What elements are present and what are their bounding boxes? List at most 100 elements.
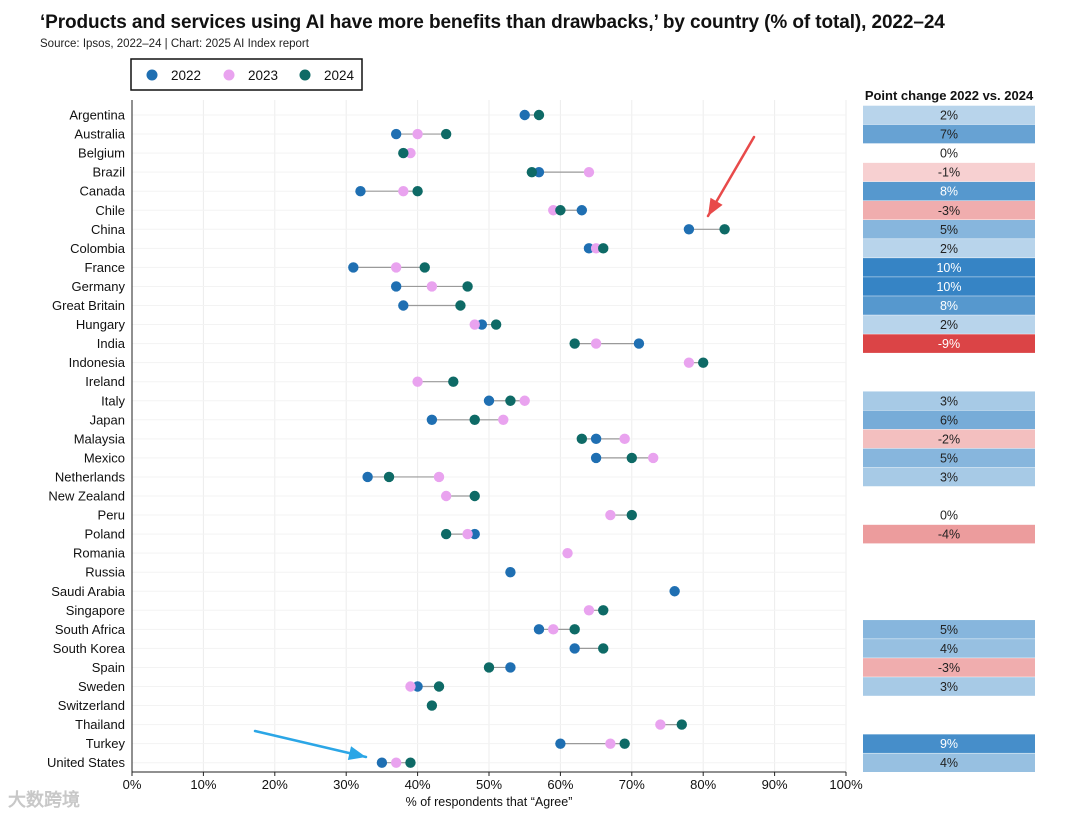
country-label: Netherlands (55, 469, 126, 484)
change-value: 3% (940, 394, 958, 408)
x-tick-label: 10% (190, 777, 216, 792)
data-point-2023 (519, 395, 530, 406)
data-point-2024 (569, 624, 580, 635)
country-label: Singapore (66, 603, 125, 618)
country-label: United States (47, 755, 126, 770)
data-point-2024 (469, 490, 480, 502)
change-cell (863, 448, 1035, 468)
change-cell (863, 296, 1035, 315)
data-point-2023 (648, 452, 659, 464)
country-label: Canada (79, 184, 125, 199)
data-point-2024 (626, 452, 637, 464)
change-cell (863, 277, 1035, 296)
change-cell (863, 220, 1035, 239)
data-point-2023 (683, 357, 695, 368)
x-tick-label: 90% (762, 777, 788, 792)
data-point-2024 (483, 662, 495, 673)
change-value: -1% (938, 166, 960, 180)
x-tick-label: 0% (123, 777, 142, 792)
change-cell (863, 239, 1035, 258)
change-value: 3% (940, 470, 958, 484)
x-axis-label: % of respondents that “Agree” (406, 795, 573, 809)
data-point-2023 (605, 509, 616, 521)
country-label: Peru (98, 508, 125, 523)
data-point-2022 (519, 109, 530, 121)
data-point-2022 (633, 338, 645, 349)
country-label: Hungary (76, 317, 126, 332)
data-point-2023 (590, 243, 602, 254)
data-point-2022 (576, 205, 588, 216)
data-point-2024 (555, 205, 566, 216)
change-cell (863, 410, 1035, 430)
legend-label-2023: 2023 (248, 68, 278, 83)
change-cell (863, 105, 1035, 125)
change-value: 10% (936, 280, 961, 294)
change-value: 4% (940, 642, 958, 656)
data-point-2024 (698, 357, 709, 368)
data-point-2022 (483, 395, 495, 406)
watermark-logo: 大数跨境 (8, 790, 80, 810)
country-label: Malaysia (74, 431, 126, 446)
data-point-2023 (390, 757, 402, 768)
data-point-2022 (683, 224, 695, 235)
country-label: Brazil (92, 165, 125, 180)
data-point-2022 (569, 643, 580, 654)
change-value: 2% (940, 318, 958, 332)
data-point-2024 (626, 509, 637, 521)
data-point-2022 (355, 186, 366, 197)
legend-marker-2024 (299, 69, 311, 81)
data-point-2024 (533, 109, 545, 121)
change-cell (863, 200, 1035, 220)
change-cell (863, 258, 1035, 277)
data-point-2024 (405, 757, 416, 768)
change-value: 9% (940, 737, 958, 751)
data-point-2024 (412, 186, 423, 197)
data-point-2022 (469, 528, 480, 540)
change-value: -3% (938, 661, 960, 675)
data-point-2023 (583, 605, 595, 616)
data-point-2023 (548, 624, 559, 635)
change-value: -2% (938, 432, 960, 446)
change-cell (863, 391, 1035, 411)
data-point-2024 (576, 433, 588, 445)
change-cell (863, 753, 1035, 772)
data-point-2023 (655, 719, 666, 730)
change-value: -4% (938, 528, 960, 542)
data-point-2023 (619, 433, 630, 445)
data-point-2022 (390, 128, 402, 140)
country-label: Italy (101, 393, 125, 408)
data-point-2024 (676, 719, 687, 730)
x-tick-label: 50% (476, 777, 502, 792)
data-point-2023 (412, 128, 423, 140)
data-point-2023 (398, 186, 409, 197)
country-label: Switzerland (58, 698, 125, 713)
data-point-2023 (469, 319, 480, 330)
country-label: Belgium (78, 146, 125, 161)
change-cell (863, 505, 1035, 525)
country-label: Colombia (70, 241, 126, 256)
data-point-2024 (719, 224, 730, 235)
change-cell (863, 315, 1035, 334)
chart-title: ‘Products and services using AI have mor… (40, 12, 945, 33)
data-point-2023 (405, 681, 416, 692)
change-cell (863, 334, 1035, 353)
data-point-2024 (440, 528, 452, 540)
data-point-2023 (583, 166, 595, 178)
country-label: Argentina (69, 108, 125, 123)
country-label: South Korea (53, 641, 126, 656)
data-point-2022 (398, 300, 409, 311)
data-point-2024 (426, 700, 438, 711)
country-label: Great Britain (52, 298, 125, 313)
data-point-2024 (490, 319, 502, 330)
change-cell (863, 143, 1035, 163)
x-tick-label: 30% (333, 777, 359, 792)
country-label: New Zealand (48, 489, 125, 504)
change-value: 4% (940, 756, 958, 770)
change-cell (863, 639, 1035, 658)
data-point-2024 (440, 128, 452, 140)
data-point-2022 (533, 624, 545, 635)
data-point-2023 (390, 262, 402, 273)
data-point-2024 (526, 166, 538, 178)
change-value: 8% (940, 299, 958, 313)
country-label: Chile (95, 203, 125, 218)
